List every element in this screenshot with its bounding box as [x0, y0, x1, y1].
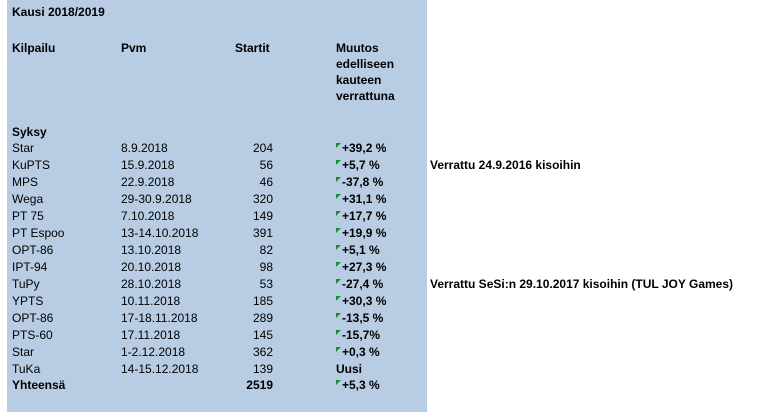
change-indicator-icon — [336, 279, 341, 284]
header-change-1: Muutos — [336, 41, 379, 55]
row-date: 22.9.2018 — [121, 175, 175, 189]
change-indicator-icon — [336, 177, 341, 182]
total-change: +5,3 % — [342, 378, 380, 392]
row-date: 17-18.11.2018 — [121, 311, 198, 325]
row-starts: 82 — [259, 243, 273, 257]
row-competition: MPS — [12, 175, 39, 189]
row-change: +5,7 % — [342, 158, 380, 172]
row-change: -15,7% — [342, 328, 381, 342]
row-starts: 204 — [252, 141, 273, 155]
row-change: +30,3 % — [342, 294, 387, 308]
row-change: -37,8 % — [342, 175, 384, 189]
row-starts: 53 — [259, 277, 273, 291]
row-starts: 98 — [259, 260, 273, 274]
change-indicator-icon — [336, 228, 341, 233]
row-competition: TuPy — [12, 277, 40, 291]
row-change: +19,9 % — [342, 226, 387, 240]
row-date: 14-15.12.2018 — [121, 362, 199, 376]
row-starts: 362 — [252, 345, 273, 359]
row-starts: 320 — [252, 192, 273, 206]
row-date: 28.10.2018 — [121, 277, 182, 291]
row-competition: Star — [12, 141, 35, 155]
row-competition: Wega — [12, 192, 44, 206]
row-competition: TuKa — [12, 362, 41, 376]
row-competition: OPT-86 — [12, 243, 54, 257]
total-label: Yhteensä — [12, 378, 66, 392]
header-change-4: verrattuna — [336, 89, 395, 103]
header-competition: Kilpailu — [12, 41, 56, 55]
change-indicator-icon — [336, 380, 341, 385]
row-date: 20.10.2018 — [121, 260, 182, 274]
change-indicator-icon — [336, 330, 341, 335]
row-change: Uusi — [336, 362, 363, 376]
header-change-3: kauteen — [336, 73, 382, 87]
change-indicator-icon — [336, 194, 341, 199]
row-competition: Star — [12, 345, 35, 359]
header-date: Pvm — [121, 41, 147, 55]
row-change: +5,1 % — [342, 243, 380, 257]
change-indicator-icon — [336, 296, 341, 301]
row-change: -27,4 % — [342, 277, 384, 291]
row-competition: OPT-86 — [12, 311, 54, 325]
change-indicator-icon — [336, 211, 341, 216]
row-starts: 139 — [252, 362, 273, 376]
row-starts: 149 — [252, 209, 273, 223]
note-text: Verrattu 24.9.2016 kisoihin — [430, 158, 581, 172]
change-indicator-icon — [336, 313, 341, 318]
header-change-2: edelliseen — [336, 57, 395, 71]
change-indicator-icon — [336, 347, 341, 352]
row-competition: KuPTS — [12, 158, 51, 172]
season-title: Kausi 2018/2019 — [12, 5, 105, 19]
row-change: +31,1 % — [342, 192, 387, 206]
row-starts: 56 — [259, 158, 273, 172]
row-date: 13-14.10.2018 — [121, 226, 199, 240]
change-indicator-icon — [336, 160, 341, 165]
row-date: 7.10.2018 — [121, 209, 175, 223]
row-change: +27,3 % — [342, 260, 387, 274]
row-starts: 145 — [252, 328, 273, 342]
row-starts: 391 — [252, 226, 273, 240]
row-competition: PT 75 — [12, 209, 44, 223]
row-change: +17,7 % — [342, 209, 387, 223]
row-competition: PTS-60 — [12, 328, 53, 342]
row-starts: 289 — [252, 311, 273, 325]
row-date: 10.11.2018 — [121, 294, 181, 308]
row-starts: 46 — [259, 175, 273, 189]
change-indicator-icon — [336, 262, 341, 267]
row-competition: IPT-94 — [12, 260, 48, 274]
season-table: Kausi 2018/2019 Kilpailu Pvm Startit Muu… — [7, 0, 427, 412]
row-starts: 185 — [252, 294, 273, 308]
row-date: 15.9.2018 — [121, 158, 175, 172]
row-date: 1-2.12.2018 — [121, 345, 186, 359]
row-change: +0,3 % — [342, 345, 380, 359]
row-date: 8.9.2018 — [121, 141, 168, 155]
row-competition: PT Espoo — [12, 226, 65, 240]
header-starts: Startit — [235, 41, 270, 55]
section-label: Syksy — [12, 125, 47, 139]
change-indicator-icon — [336, 245, 341, 250]
change-indicator-icon — [336, 143, 341, 148]
row-date: 29-30.9.2018 — [121, 192, 192, 206]
row-date: 17.11.2018 — [121, 328, 181, 342]
row-competition: YPTS — [12, 294, 44, 308]
row-date: 13.10.2018 — [121, 243, 182, 257]
row-change: +39,2 % — [342, 141, 387, 155]
note-text: Verrattu SeSi:n 29.10.2017 kisoihin (TUL… — [430, 277, 734, 291]
total-starts: 2519 — [246, 378, 273, 392]
row-change: -13,5 % — [342, 311, 384, 325]
